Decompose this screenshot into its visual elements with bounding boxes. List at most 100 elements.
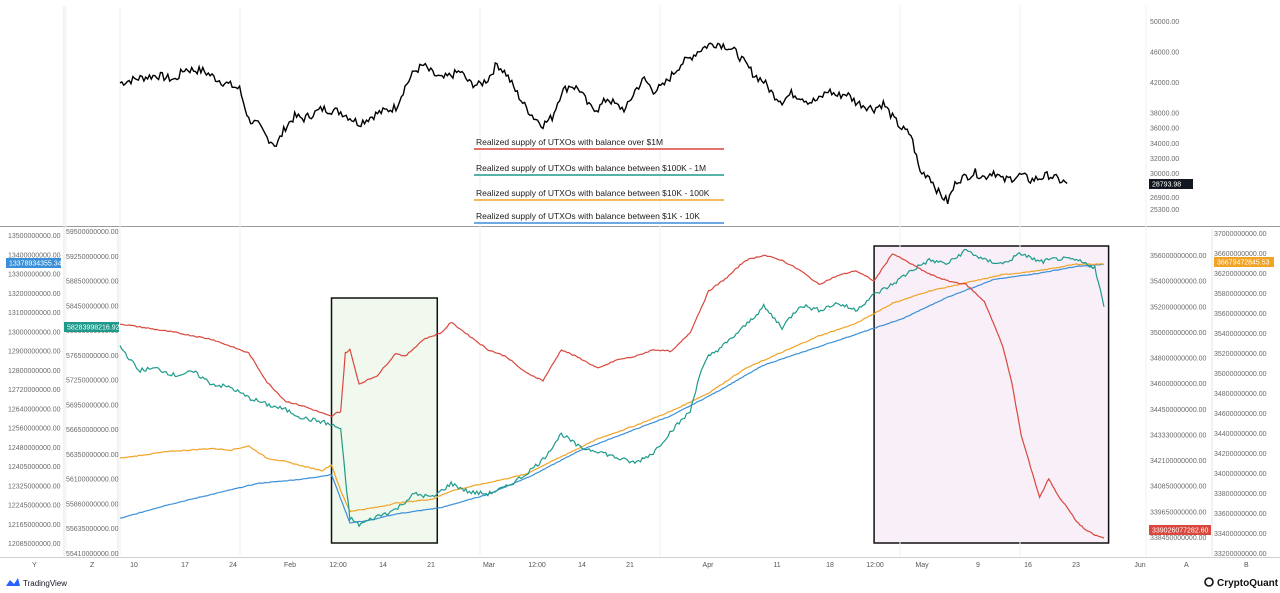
price-last-badge-bg <box>1149 179 1193 189</box>
left-axis-1-tick-7: 12800000000.00 <box>8 368 61 375</box>
x-tick-4: 12:00 <box>329 562 347 569</box>
left-axis-1-tick-1: 13400000000.00 <box>8 252 61 259</box>
right-axis-1-tick-10: 339650000000.00 <box>1150 509 1207 516</box>
right-axis-2-tick-3: 35800000000.00 <box>1214 291 1267 298</box>
right-axis-2-badge-bg <box>1214 257 1274 267</box>
x-tick-8: 12:00 <box>528 562 546 569</box>
legend-item-r1k-10k: Realized supply of UTXOs with balance be… <box>474 211 724 224</box>
left-axis-1-tick-8: 12720000000.00 <box>8 387 61 394</box>
right-axis-1-tick-8: 342100000000.00 <box>1150 458 1207 465</box>
right-axis-2-tick-15: 33400000000.00 <box>1214 531 1267 538</box>
right-axis-2-tick-9: 34600000000.00 <box>1214 411 1267 418</box>
right-axis-1-tick-9: 340850000000.00 <box>1150 484 1207 491</box>
left-axis-1-tick-10: 12560000000.00 <box>8 426 61 433</box>
tradingview-logo[interactable]: TradingView <box>6 578 67 588</box>
corner-label-b: B <box>1244 562 1249 569</box>
tradingview-label: TradingView <box>23 579 67 588</box>
right-axis-1-tick-2: 352000000000.00 <box>1150 304 1207 311</box>
right-axis-2-tick-6: 35200000000.00 <box>1214 351 1267 358</box>
left-axis-1-tick-11: 12480000000.00 <box>8 445 61 452</box>
price-tick-1: 46000.00 <box>1150 49 1179 56</box>
right-axis-1-tick-6: 344500000000.00 <box>1150 407 1207 414</box>
left-axis-2-tick-1: 59250000000.00 <box>66 254 119 261</box>
corner-label-y: Y <box>32 562 37 569</box>
price-tick-4: 36000.00 <box>1150 126 1179 133</box>
series-r1k-10k <box>119 263 1104 524</box>
legend-item-over-1m: Realized supply of UTXOs with balance ov… <box>474 137 724 150</box>
price-tick-0: 50000.00 <box>1150 19 1179 26</box>
x-tick-18: 23 <box>1072 562 1080 569</box>
right-axis-2-tick-11: 34200000000.00 <box>1214 451 1267 458</box>
x-tick-5: 14 <box>379 562 387 569</box>
left-axis-1-tick-3: 13200000000.00 <box>8 291 61 298</box>
right-axis-1-tick-1: 354000000000.00 <box>1150 279 1207 286</box>
left-axis-2-badge-text: 58283998216.92 <box>67 325 120 332</box>
cryptoquant-logo[interactable]: CryptoQuant <box>1204 577 1279 589</box>
right-axis-2-tick-14: 33600000000.00 <box>1214 511 1267 518</box>
corner-label-z: Z <box>90 562 95 569</box>
left-axis-2-tick-7: 56950000000.00 <box>66 402 119 409</box>
left-axis-1-tick-4: 13100000000.00 <box>8 310 61 317</box>
pink-highlight <box>873 245 1110 544</box>
price-tick-2: 42000.00 <box>1150 80 1179 87</box>
price-last-badge-text: 28793.98 <box>1152 182 1181 189</box>
right-axis-2-tick-8: 34800000000.00 <box>1214 391 1267 398</box>
left-axis-1-tick-6: 12900000000.00 <box>8 349 61 356</box>
right-axis-1-tick-0: 356000000000.00 <box>1150 253 1207 260</box>
x-tick-2: 24 <box>229 562 237 569</box>
right-axis-1-badge: 339026077282.60 <box>1149 525 1211 535</box>
axes: 50000.00 46000.00 42000.00 38000.00 36000.00… <box>8 19 1267 558</box>
price-tick-9: 25300.00 <box>1150 207 1179 214</box>
green-highlight <box>330 297 439 544</box>
x-tick-14: 12:00 <box>866 562 884 569</box>
x-tick-9: 14 <box>578 562 586 569</box>
value-badges: 28793.98 13378934355.34 58283998216.92 3390… <box>6 179 1274 535</box>
left-axis-2-tick-8: 56650000000.00 <box>66 427 119 434</box>
x-tick-17: 16 <box>1024 562 1032 569</box>
series-r10k-100k <box>119 263 1105 513</box>
right-axis-2-badge: 36679472845.53 <box>1214 257 1274 267</box>
highlight-boxes <box>330 245 1110 544</box>
right-axis-1-tick-11: 338450000000.00 <box>1150 535 1207 542</box>
right-axis-2-tick-5: 35400000000.00 <box>1214 331 1267 338</box>
price-tick-5: 34000.00 <box>1150 141 1179 148</box>
price-tick-8: 26900.00 <box>1150 195 1179 202</box>
x-tick-12: 11 <box>773 562 780 569</box>
legend-label-2: Realized supply of UTXOs with balance be… <box>476 188 710 198</box>
right-axis-2-tick-16: 33200000000.00 <box>1214 551 1267 558</box>
right-axis-2-tick-7: 35000000000.00 <box>1214 371 1267 378</box>
left-axis-2-tick-11: 55860000000.00 <box>66 501 119 508</box>
right-axis-2-tick-10: 34400000000.00 <box>1214 431 1267 438</box>
right-axis-1-tick-3: 350000000000.00 <box>1150 330 1207 337</box>
right-axis-1-tick-4: 348000000000.00 <box>1150 356 1207 363</box>
left-axis-2-badge: 58283998216.92 <box>64 322 120 332</box>
left-axis-1-badge-bg <box>6 258 61 268</box>
left-axis-1-tick-12: 12405000000.00 <box>8 464 61 471</box>
x-tick-7: Mar <box>483 562 496 569</box>
grid <box>65 6 1147 556</box>
left-axis-1-tick-0: 13500000000.00 <box>8 233 61 240</box>
legend-label-3: Realized supply of UTXOs with balance be… <box>476 211 700 221</box>
legend-item-r100k-1m: Realized supply of UTXOs with balance be… <box>474 163 724 176</box>
legend-label-0: Realized supply of UTXOs with balance ov… <box>476 137 663 147</box>
price-panel <box>64 6 1146 224</box>
price-tick-6: 32000.00 <box>1150 156 1179 163</box>
x-tick-13: 18 <box>826 562 834 569</box>
left-axis-2-tick-10: 56100000000.00 <box>66 477 119 484</box>
right-axis-2-tick-0: 37000000000.00 <box>1214 231 1267 238</box>
cryptoquant-label: CryptoQuant <box>1217 578 1279 589</box>
x-tick-3: Feb <box>284 562 296 569</box>
right-axis-2-tick-12: 34000000000.00 <box>1214 471 1267 478</box>
left-axis-1-tick-16: 12085000000.00 <box>8 541 61 548</box>
right-axis-2-tick-1: 36600000000.00 <box>1214 251 1267 258</box>
right-axis-2-badge-text: 36679472845.53 <box>1217 260 1270 267</box>
left-axis-1-tick-5: 13000000000.00 <box>8 329 61 336</box>
left-axis-2-tick-13: 55410000000.00 <box>66 551 119 558</box>
series-r100k-1m <box>119 248 1105 528</box>
tradingview-icon <box>6 578 20 586</box>
legend-item-r10k-100k: Realized supply of UTXOs with balance be… <box>474 188 724 201</box>
corner-label-a: A <box>1184 562 1189 569</box>
right-axis-1-tick-7: 343330000000.00 <box>1150 432 1207 439</box>
left-axis-1-badge-text: 13378934355.34 <box>9 261 62 268</box>
